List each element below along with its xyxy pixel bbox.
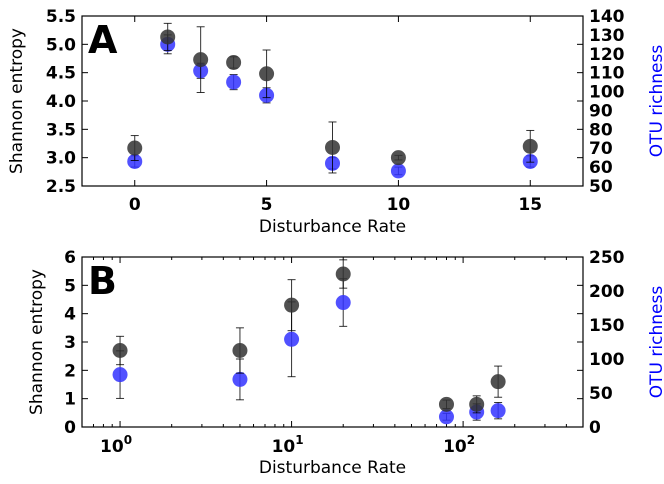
x-tick-label: 15	[518, 195, 542, 215]
y-right-tick-label: 100	[589, 350, 625, 370]
y-right-tick-label: 90	[589, 101, 613, 121]
y-right-axis-label: OTU richness	[647, 45, 664, 158]
y-right-tick-label: 100	[589, 83, 625, 103]
y-right-tick-label: 200	[589, 282, 625, 302]
y-tick-label: 2	[64, 361, 76, 381]
y-tick-label: 2.5	[46, 177, 76, 197]
y-right-tick-label: 150	[589, 316, 625, 336]
data-point	[226, 74, 242, 90]
series-shannon-entropy	[112, 259, 506, 414]
plot-frame	[81, 256, 584, 428]
y-axis-label: Shannon entropy	[27, 269, 47, 415]
x-tick-label: 100	[100, 433, 132, 457]
y-tick-label: 5.0	[46, 35, 76, 55]
y-right-tick-label: 50	[589, 177, 613, 197]
y-tick-label: 3.0	[46, 149, 76, 169]
data-point	[193, 52, 209, 68]
y-right-tick-label: 70	[589, 139, 613, 159]
data-point	[284, 297, 300, 313]
data-point	[490, 374, 506, 390]
data-point	[284, 331, 300, 347]
y-tick-label: 5.5	[46, 7, 76, 27]
data-point	[522, 138, 538, 154]
y-axis-label: Shannon entropy	[7, 28, 27, 174]
data-point	[127, 140, 143, 156]
y-right-tick-label: 140	[589, 7, 625, 27]
y-right-tick-label: 60	[589, 158, 613, 178]
data-point	[438, 409, 454, 425]
y-right-tick-label: 80	[589, 120, 613, 140]
y-right-tick-label: 250	[589, 248, 625, 268]
data-point	[390, 163, 406, 179]
data-point	[226, 54, 242, 70]
y-tick-label: 6	[64, 248, 76, 268]
series-shannon-entropy	[127, 22, 538, 174]
data-point	[390, 150, 406, 166]
data-point	[490, 403, 506, 419]
data-point	[127, 153, 143, 169]
y-tick-label: 4.0	[46, 92, 76, 112]
data-point	[232, 343, 248, 358]
data-point	[112, 343, 128, 358]
y-right-tick-label: 120	[589, 45, 625, 65]
data-point	[259, 66, 275, 82]
data-point	[112, 367, 128, 383]
series-otu-richness	[127, 34, 538, 179]
y-tick-label: 4.5	[46, 64, 76, 84]
y-tick-label: 3.5	[46, 120, 76, 140]
y-right-tick-label: 130	[589, 26, 625, 46]
y-tick-label: 4	[64, 305, 76, 325]
x-axis-label: Disturbance Rate	[259, 217, 406, 237]
y-tick-label: 1	[64, 390, 76, 410]
data-point	[232, 371, 248, 387]
y-right-tick-label: 0	[589, 418, 601, 438]
x-axis-label: Disturbance Rate	[259, 458, 406, 478]
x-tick-label: 102	[443, 433, 475, 457]
data-point	[438, 396, 454, 412]
panel-b: B 0 1 2 3 4 5 6 0 50 100 150 200 250 100 101 102 Disturba…	[27, 248, 664, 478]
y-tick-label: 3	[64, 333, 76, 353]
x-tick-label: 101	[272, 433, 304, 457]
y-right-tick-label: 110	[589, 64, 625, 84]
y-tick-label: 0	[64, 418, 76, 438]
data-point	[335, 266, 351, 282]
data-point	[335, 295, 351, 311]
data-point	[160, 29, 176, 45]
y-tick-label: 5	[64, 276, 76, 296]
x-tick-label: 10	[387, 195, 411, 215]
data-point	[469, 396, 485, 412]
data-point	[325, 139, 340, 155]
y-right-tick-label: 50	[589, 384, 613, 404]
panel-label: A	[88, 18, 118, 62]
panel-label: B	[88, 259, 117, 303]
y-right-axis-label: OTU richness	[647, 286, 664, 399]
panel-a: A2.53.03.54.04.55.05.5506070809010011012…	[7, 7, 664, 237]
x-tick-label: 5	[261, 195, 273, 215]
x-tick-label: 0	[129, 195, 141, 215]
